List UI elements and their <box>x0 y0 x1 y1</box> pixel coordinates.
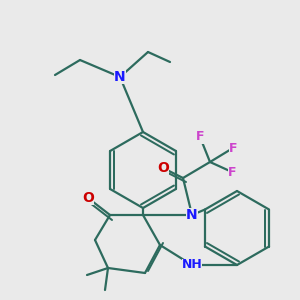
Text: N: N <box>114 70 126 84</box>
Text: F: F <box>228 166 236 178</box>
Text: NH: NH <box>182 259 203 272</box>
Text: O: O <box>82 191 94 205</box>
Text: F: F <box>229 142 237 154</box>
Text: F: F <box>196 130 204 143</box>
Text: N: N <box>186 208 198 222</box>
Text: O: O <box>157 161 169 175</box>
